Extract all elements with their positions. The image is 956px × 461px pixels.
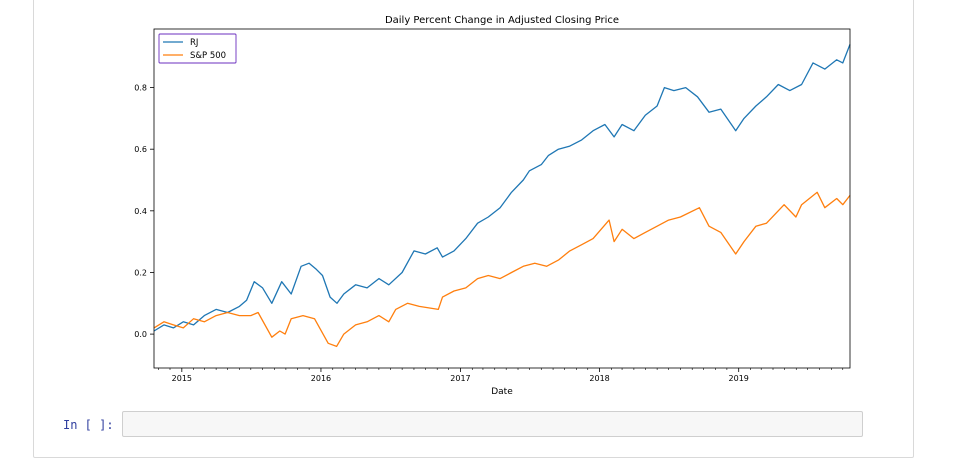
legend-label-0: RJ (190, 38, 198, 48)
input-prompt: In [ ]: (63, 418, 114, 432)
legend-box (158, 33, 237, 64)
chart-title: Daily Percent Change in Adjusted Closing… (385, 15, 619, 26)
legend-label-1: S&P 500 (190, 51, 226, 61)
notebook-output-cell (33, 0, 914, 458)
plot-frame (153, 28, 851, 369)
code-cell-input[interactable] (122, 411, 863, 437)
y-tick-label: 0.6 (134, 145, 147, 154)
chart-series-layer (153, 44, 851, 348)
chart-legend: RJ S&P 500 (158, 33, 237, 64)
y-tick-label: 0.2 (134, 268, 147, 277)
y-tick-label: 0.8 (134, 84, 147, 93)
y-tick-label: 0.4 (134, 207, 147, 216)
x-axis-label: Date (491, 387, 513, 397)
x-tick-label: 2016 (311, 374, 331, 383)
line-chart: Daily Percent Change in Adjusted Closing… (134, 15, 851, 397)
series-line-1 (153, 191, 851, 348)
x-axis: 2015 2016 2017 2018 2019 (158, 368, 844, 383)
series-line-0 (153, 44, 851, 332)
y-axis: 0.0 0.2 0.4 0.6 0.8 (134, 84, 154, 339)
x-tick-label: 2019 (729, 374, 749, 383)
x-tick-label: 2017 (450, 374, 470, 383)
y-tick-label: 0.0 (134, 330, 147, 339)
x-tick-label: 2018 (589, 374, 609, 383)
x-tick-label: 2015 (172, 374, 192, 383)
